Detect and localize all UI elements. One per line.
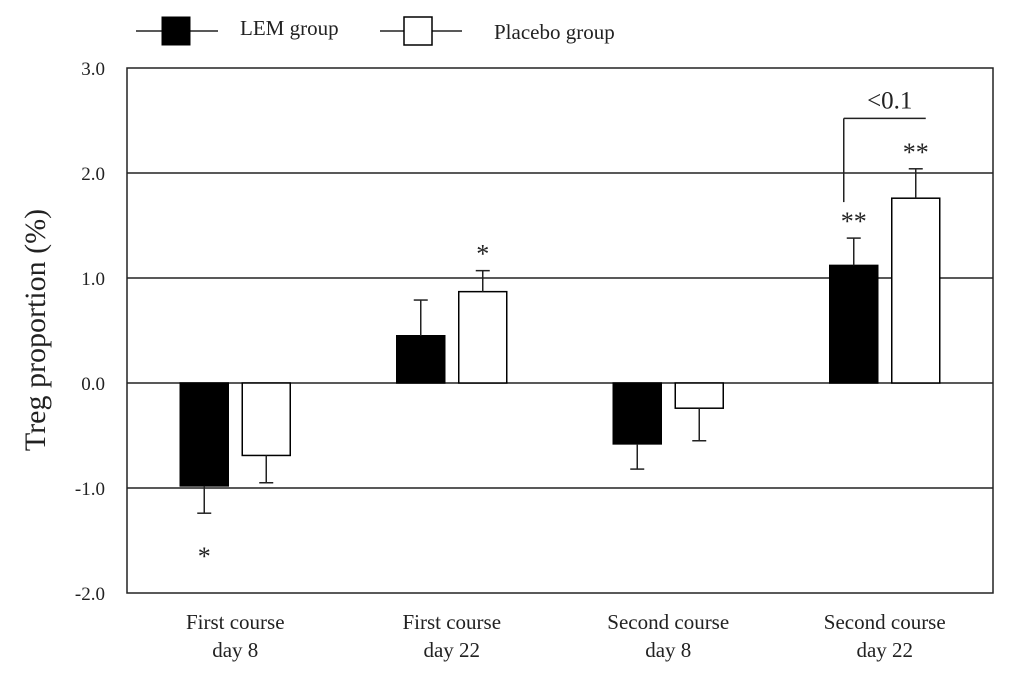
y-tick-label: 2.0 (81, 164, 105, 185)
significance-marker: ** (841, 207, 867, 236)
comparison-bracket: <0.1 (843, 87, 926, 203)
significance-markers: ****** (198, 138, 929, 571)
y-tick-label: -2.0 (75, 584, 105, 605)
bar (458, 290, 508, 384)
y-axis-label: Treg proportion (%) (19, 209, 52, 451)
x-tick-label: Second course (824, 610, 946, 634)
bar (891, 197, 941, 384)
y-tick-label: 1.0 (81, 269, 105, 290)
error-bars (197, 168, 923, 514)
x-tick-label: day 8 (212, 638, 258, 662)
y-tick-label: -1.0 (75, 479, 105, 500)
x-tick-label: day 22 (423, 638, 480, 662)
plot-frame (126, 67, 994, 594)
significance-marker: * (198, 542, 211, 571)
bar (179, 382, 229, 487)
significance-marker: ** (903, 138, 929, 167)
x-tick-label: First course (402, 610, 501, 634)
legend-swatch-placebo (403, 16, 433, 46)
comparison-p-value: <0.1 (867, 87, 912, 114)
legend: LEM group Placebo group (136, 16, 615, 46)
bar (829, 264, 879, 384)
legend-label-lem: LEM group (240, 16, 339, 40)
x-tick-label: day 8 (645, 638, 691, 662)
x-tick-label: Second course (607, 610, 729, 634)
y-tick-label: 3.0 (81, 59, 105, 80)
bar (612, 382, 662, 445)
legend-swatch-lem (161, 16, 191, 46)
bar (241, 382, 291, 457)
legend-label-placebo: Placebo group (494, 20, 615, 44)
y-tick-labels: 3.0 2.0 1.0 0.0 -1.0 -2.0 (75, 59, 105, 605)
bar (674, 382, 724, 409)
significance-marker: * (476, 240, 489, 269)
x-tick-label: First course (186, 610, 285, 634)
x-tick-label: day 22 (856, 638, 913, 662)
x-tick-labels: First course day 8 First course day 22 Secon… (186, 610, 946, 662)
y-tick-label: 0.0 (81, 374, 105, 395)
bar (396, 335, 446, 384)
